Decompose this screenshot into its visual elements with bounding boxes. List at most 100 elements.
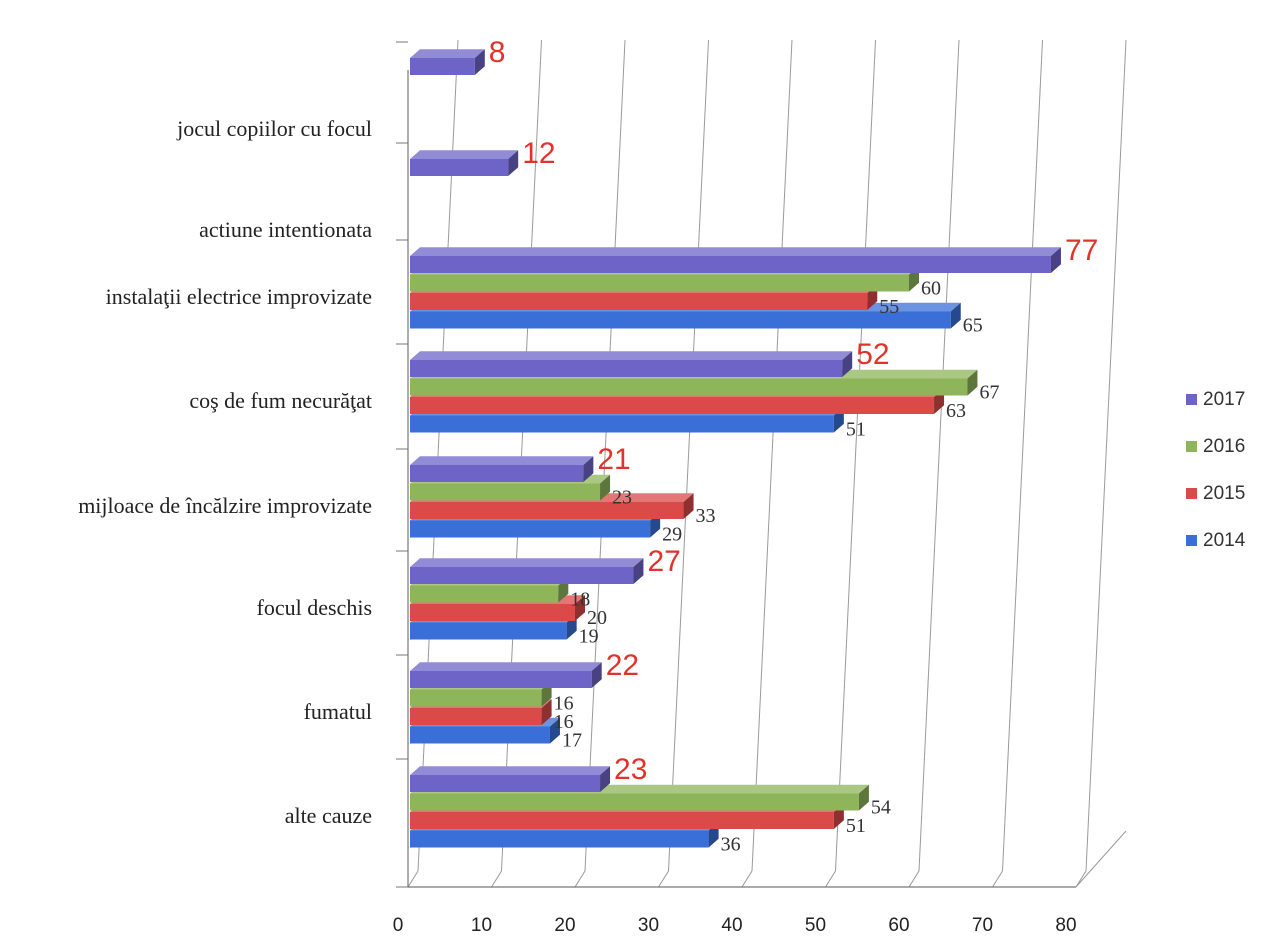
x-tick-label: 80 (1055, 915, 1076, 936)
bar-top-face (410, 49, 485, 58)
data-label: 16 (554, 693, 574, 715)
bar-front-face (410, 293, 868, 310)
data-label: 12 (522, 137, 555, 170)
bar-side-face (541, 699, 552, 725)
data-label: 60 (921, 278, 941, 300)
x-tick-label: 40 (721, 915, 742, 936)
bar-front-face (410, 159, 509, 176)
bar-front-face (410, 483, 601, 501)
bar-top-face (410, 662, 602, 671)
bar (410, 351, 853, 377)
bar-side-face (583, 456, 594, 482)
data-label: 77 (1065, 234, 1098, 267)
bar (410, 247, 1061, 273)
data-label: 54 (871, 797, 891, 819)
bar (410, 49, 485, 75)
data-label: 52 (856, 338, 889, 371)
bar-top-face (410, 766, 611, 775)
gridline-floor (407, 870, 419, 888)
x-tick-label: 30 (638, 915, 659, 936)
legend: 2017 2016 2015 2014 (1186, 389, 1246, 551)
x-tick-label: 10 (471, 915, 492, 936)
bar (410, 456, 594, 482)
category-label: alte cauze (285, 803, 372, 828)
x-tick-label: 70 (972, 915, 993, 936)
bar (410, 662, 602, 688)
category-label: mijloace de încălzire improvizate (78, 493, 372, 518)
legend-label: 2014 (1203, 530, 1246, 551)
bar-front-face (410, 274, 909, 292)
data-label: 29 (662, 524, 682, 546)
data-label: 17 (562, 730, 582, 752)
gridline-back (918, 39, 960, 872)
bar-side-face (575, 595, 585, 621)
gridline-floor (908, 870, 920, 888)
bar-side-face (600, 474, 611, 501)
legend-label: 2016 (1203, 436, 1245, 457)
gridline-back (1002, 39, 1043, 872)
legend-swatch (1186, 394, 1197, 405)
bar-front-face (410, 58, 475, 75)
bar (410, 150, 519, 176)
bar-side-face (633, 558, 644, 584)
gridline-floor (574, 870, 586, 888)
bar-side-face (549, 717, 560, 744)
gridline-back (835, 39, 876, 872)
gridline-back (668, 39, 709, 872)
x-tick-label: 60 (888, 915, 909, 936)
gridline-floor (741, 870, 753, 888)
gridline-back (584, 39, 626, 872)
bar-front-face (410, 775, 601, 792)
data-label: 63 (946, 400, 966, 422)
bar-front-face (410, 378, 968, 396)
legend-swatch (1186, 535, 1197, 546)
bar-front-face (410, 567, 634, 584)
data-label: 20 (587, 607, 607, 629)
bar-front-face (410, 415, 834, 433)
bar-front-face (410, 671, 592, 688)
category-label: instalaţii electrice improvizate (106, 284, 372, 309)
x-tick-label: 0 (393, 915, 404, 936)
bar-front-face (410, 585, 559, 603)
bar-front-face (410, 256, 1051, 273)
bar-top-face (410, 150, 519, 159)
legend-swatch (1186, 488, 1197, 499)
bar-front-face (410, 311, 951, 329)
bar-front-face (410, 397, 935, 414)
bar-side-face (950, 302, 961, 329)
bar-front-face (410, 502, 684, 519)
category-label: jocul copiilor cu focul (176, 116, 372, 141)
data-label: 27 (647, 545, 680, 578)
bar-front-face (410, 360, 843, 377)
gridline-floor (825, 870, 836, 888)
bar-top-face (410, 456, 594, 465)
bar-front-face (410, 604, 575, 621)
gridline-back (1085, 39, 1127, 872)
gridline-floor (1075, 870, 1087, 888)
category-label: fumatul (304, 699, 372, 724)
gridline-floor (992, 870, 1003, 888)
legend-swatch (1186, 441, 1197, 452)
data-label: 21 (597, 443, 630, 476)
bar-front-face (410, 689, 542, 707)
data-label: 16 (554, 711, 574, 733)
category-label: actiune intentionata (199, 217, 372, 242)
gridline-floor (491, 870, 502, 888)
bar (410, 766, 611, 792)
data-label: 36 (721, 834, 741, 856)
bar-front-face (410, 520, 651, 538)
data-label: 19 (579, 626, 599, 648)
bar-side-face (474, 49, 485, 75)
gridline-back (751, 39, 793, 872)
bar-side-face (1050, 247, 1061, 273)
bar-side-face (858, 784, 869, 811)
bar-top-face (410, 247, 1061, 256)
bar-front-face (410, 830, 709, 848)
bar (410, 558, 644, 584)
bar-side-face (600, 766, 611, 792)
category-label: coş de fum necurăţat (189, 388, 372, 413)
data-label: 67 (979, 382, 999, 404)
bar-front-face (410, 793, 859, 811)
bar-front-face (410, 465, 584, 482)
